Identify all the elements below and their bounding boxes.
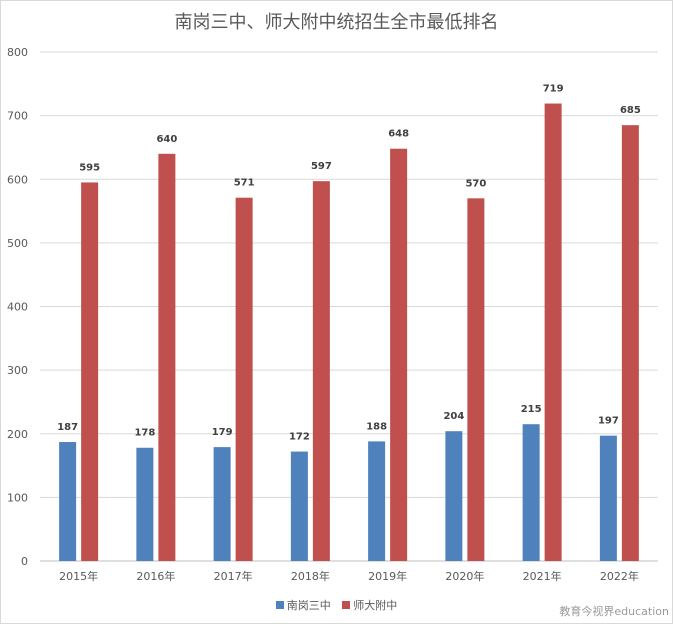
x-tick-label: 2016年 bbox=[136, 569, 175, 583]
y-tick-label: 100 bbox=[7, 491, 28, 504]
y-tick-label: 200 bbox=[7, 428, 28, 441]
data-label: 172 bbox=[289, 432, 310, 443]
y-tick-label: 600 bbox=[7, 173, 28, 186]
bar-series-2 bbox=[544, 103, 562, 561]
y-tick-label: 0 bbox=[21, 555, 28, 568]
bar-series-1 bbox=[599, 435, 617, 561]
data-label: 597 bbox=[311, 161, 332, 172]
x-tick-label: 2021年 bbox=[523, 569, 562, 583]
data-label: 595 bbox=[79, 162, 100, 173]
x-tick-label: 2019年 bbox=[368, 569, 407, 583]
bars bbox=[59, 103, 639, 562]
bar-series-1 bbox=[59, 442, 77, 561]
bar-series-2 bbox=[81, 182, 99, 561]
data-label: 187 bbox=[57, 422, 78, 433]
bar-series-1 bbox=[213, 447, 231, 561]
bar-series-2 bbox=[158, 153, 176, 562]
bar-series-2 bbox=[235, 197, 253, 562]
bar-series-1 bbox=[368, 441, 386, 561]
legend: 南岗三中 师大附中 bbox=[0, 597, 673, 613]
watermark: 教育今视界education bbox=[559, 605, 669, 618]
data-label: 179 bbox=[212, 427, 233, 438]
data-label: 204 bbox=[443, 411, 464, 422]
data-label: 570 bbox=[465, 178, 486, 189]
legend-swatch-series-2 bbox=[342, 601, 351, 609]
legend-label-series-2: 师大附中 bbox=[353, 599, 398, 612]
bar-series-2 bbox=[621, 125, 639, 561]
bar-series-2 bbox=[312, 181, 330, 561]
data-label: 640 bbox=[156, 134, 177, 145]
chart-title: 南岗三中、师大附中统招生全市最低排名 bbox=[174, 12, 499, 33]
data-label: 685 bbox=[620, 105, 641, 116]
y-tick-label: 500 bbox=[7, 237, 28, 250]
legend-item-series-2: 师大附中 bbox=[342, 597, 397, 613]
gridlines bbox=[40, 51, 658, 562]
data-label: 571 bbox=[234, 178, 255, 189]
x-tick-label: 2020年 bbox=[445, 569, 484, 583]
y-tick-label: 800 bbox=[7, 46, 28, 59]
y-tick-label: 700 bbox=[7, 110, 28, 123]
y-tick-label: 400 bbox=[7, 301, 28, 314]
bar-series-1 bbox=[445, 431, 463, 561]
data-label: 648 bbox=[388, 129, 409, 140]
data-label: 178 bbox=[134, 428, 155, 439]
legend-swatch-series-1 bbox=[275, 601, 284, 609]
bar-series-1 bbox=[522, 424, 540, 561]
bar-series-2 bbox=[390, 148, 408, 561]
data-label: 215 bbox=[521, 404, 542, 415]
legend-label-series-1: 南岗三中 bbox=[286, 599, 331, 612]
x-tick-label: 2015年 bbox=[59, 569, 98, 583]
data-label: 188 bbox=[366, 421, 387, 432]
bar-series-1 bbox=[290, 451, 308, 561]
y-tick-label: 300 bbox=[7, 364, 28, 377]
labels: 0 100 200 300 400 500 600 700 800 2015年 187 595 2016… bbox=[7, 46, 641, 583]
x-tick-label: 2022年 bbox=[600, 569, 639, 583]
x-tick-label: 2018年 bbox=[291, 569, 330, 583]
x-tick-label: 2017年 bbox=[214, 569, 253, 583]
data-label: 197 bbox=[598, 416, 619, 427]
bar-series-2 bbox=[467, 198, 485, 561]
bar-series-1 bbox=[136, 447, 154, 561]
data-label: 719 bbox=[543, 84, 564, 95]
legend-item-series-1: 南岗三中 bbox=[275, 597, 331, 613]
